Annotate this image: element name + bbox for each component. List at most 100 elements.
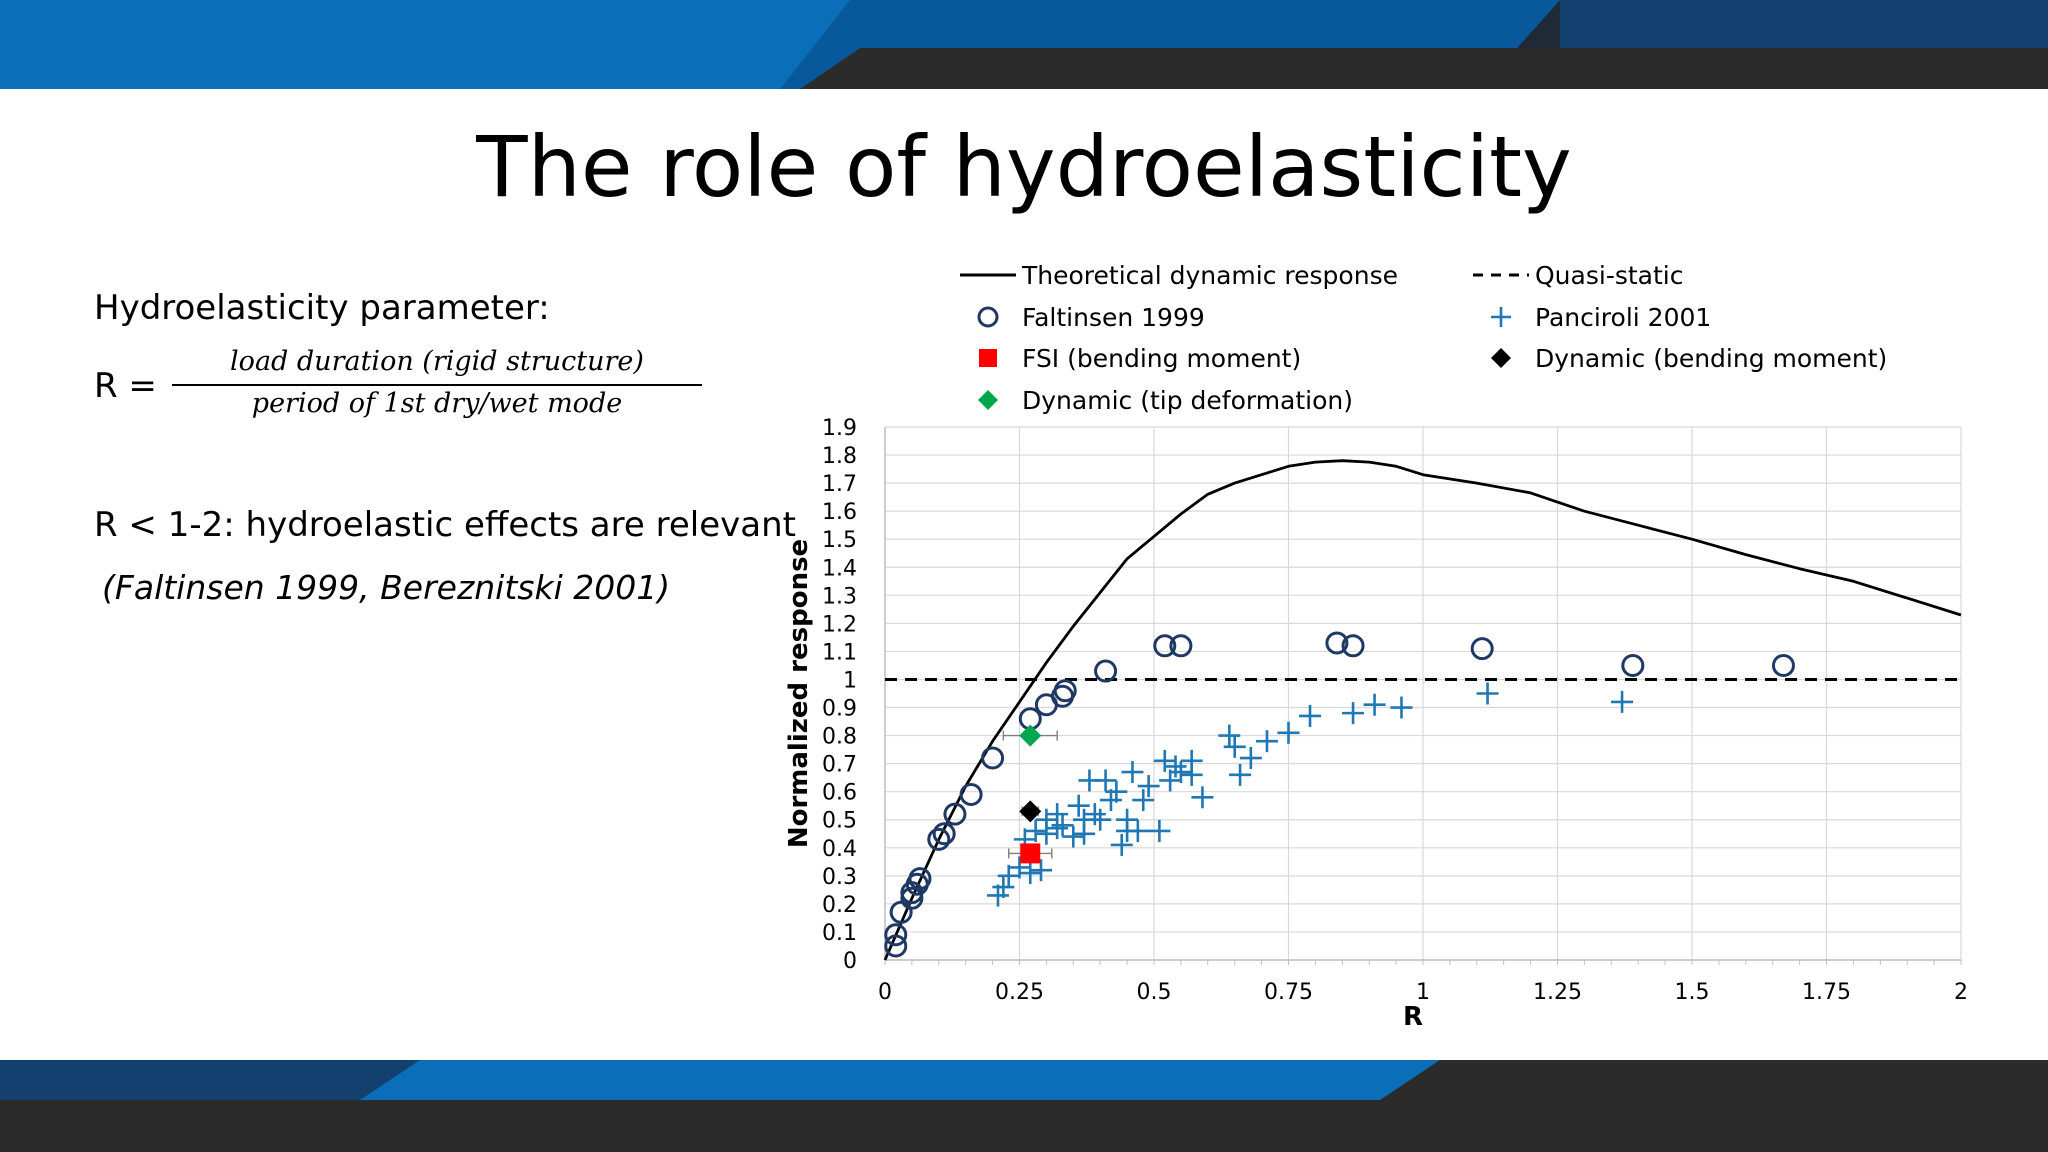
faltinsen-1999-point — [932, 822, 956, 846]
panciroli-2001-point — [1255, 730, 1278, 753]
panciroli-2001-point — [1611, 690, 1634, 713]
y-tick-label: 1.2 — [822, 612, 857, 637]
x-tick-label: 0.75 — [1264, 980, 1313, 1005]
faltinsen-1999-point — [884, 934, 908, 958]
faltinsen-1999-point — [927, 827, 951, 851]
y-tick-label: 0.1 — [822, 921, 857, 946]
legend-item-dynamic-bending-moment: Dynamic (bending moment) — [1491, 344, 1887, 373]
legend-label: Theoretical dynamic response — [1021, 261, 1398, 290]
faltinsen-1999-point — [943, 802, 967, 826]
faltinsen-1999-point — [1325, 631, 1349, 655]
panciroli-2001-point — [1223, 735, 1246, 758]
legend-label: Dynamic (bending moment) — [1535, 344, 1887, 373]
x-tick-label: 0.5 — [1137, 980, 1172, 1005]
legend-item-dynamic-tip-deformation: Dynamic (tip deformation) — [978, 386, 1353, 415]
faltinsen-1999-point — [1094, 659, 1118, 683]
faltinsen-1999-point — [884, 923, 908, 947]
panciroli-2001-point — [1019, 862, 1042, 885]
panciroli-2001-point — [1089, 808, 1112, 831]
theoretical-dynamic-response-line — [883, 459, 1962, 961]
y-tick-label: 0.8 — [822, 725, 857, 750]
panciroli-2001-point — [1051, 814, 1074, 837]
legend-label: Faltinsen 1999 — [1022, 303, 1205, 332]
y-tick-label: 0.6 — [822, 781, 857, 806]
panciroli-2001-point — [1229, 763, 1252, 786]
faltinsen-1999-point — [1621, 653, 1645, 677]
panciroli-2001-point — [1342, 702, 1365, 725]
panciroli-2001-point — [1239, 747, 1262, 770]
legend-item-panciroli-2001: Panciroli 2001 — [1491, 303, 1711, 332]
y-tick-label: 1.6 — [822, 500, 857, 525]
faltinsen-1999-point — [1771, 653, 1795, 677]
legend-label: FSI (bending moment) — [1022, 344, 1301, 373]
faltinsen-1999-point — [1341, 634, 1365, 658]
x-tick-label: 1.75 — [1802, 980, 1851, 1005]
panciroli-2001-point — [1030, 859, 1053, 882]
panciroli-2001-point — [1046, 803, 1069, 826]
y-tick-label: 1.7 — [822, 472, 857, 497]
panciroli-2001-point — [1148, 819, 1171, 842]
y-tick-label: 0.9 — [822, 697, 857, 722]
panciroli-2001-point — [1390, 696, 1413, 719]
y-tick-label: 1.5 — [822, 528, 857, 553]
x-tick-label: 0.25 — [995, 980, 1044, 1005]
y-tick-label: 0.5 — [822, 809, 857, 834]
legend-item-theoretical-dynamic-response: Theoretical dynamic response — [960, 261, 1398, 290]
fsi-bending-moment-point — [1020, 843, 1041, 864]
fsi-bending-moment-series — [1008, 843, 1053, 864]
dynamic-bending-moment-point — [1019, 800, 1042, 823]
parameter-label: Hydroelasticity parameter: — [94, 288, 550, 328]
fraction-bar — [172, 384, 702, 386]
panciroli-2001-point — [1277, 721, 1300, 744]
panciroli-2001-point — [1105, 780, 1128, 803]
bottom-banner — [0, 1060, 2048, 1152]
panciroli-2001-point — [1137, 775, 1160, 798]
y-tick-label: 0.7 — [822, 753, 857, 778]
legend-swatch — [978, 390, 998, 410]
faltinsen-1999-point — [959, 782, 983, 806]
panciroli-2001-point — [1132, 789, 1155, 812]
x-axis-title: R — [1403, 1002, 1423, 1032]
series — [883, 459, 1962, 961]
faltinsen-1999-point — [1153, 634, 1177, 658]
panciroli-2001-point — [1126, 819, 1149, 842]
y-tick-label: 0.4 — [822, 837, 857, 862]
legend-swatch — [979, 349, 997, 367]
y-tick-label: 1.4 — [822, 556, 857, 581]
faltinsen-1999-point — [1053, 679, 1077, 703]
y-tick-label: 1.1 — [822, 640, 857, 665]
panciroli-2001-point — [1008, 856, 1031, 879]
y-tick-label: 0.3 — [822, 865, 857, 890]
panciroli-2001-point — [992, 876, 1015, 899]
faltinsen-1999-point — [1470, 637, 1494, 661]
panciroli-2001-series — [986, 682, 1634, 907]
relevance-statement: R < 1-2: hydroelastic effects are releva… — [94, 505, 796, 545]
x-tick-label: 2 — [1954, 980, 1968, 1005]
citation: (Faltinsen 1999, Bereznitski 2001) — [102, 568, 671, 607]
y-tick-label: 0.2 — [822, 893, 857, 918]
y-tick-label: 1.3 — [822, 584, 857, 609]
y-tick-label: 1 — [843, 668, 857, 693]
y-tick-label: 0 — [843, 949, 857, 974]
panciroli-2001-point — [1169, 761, 1192, 784]
panciroli-2001-point — [1363, 693, 1386, 716]
panciroli-2001-point — [1153, 749, 1176, 772]
legend: Theoretical dynamic response Quasi-static… — [960, 261, 1887, 415]
panciroli-2001-point — [1024, 819, 1047, 842]
dynamic-tip-deformation-point — [1019, 724, 1042, 747]
panciroli-2001-point — [1035, 822, 1058, 845]
formula-denominator: period of 1st dry/wet mode — [251, 388, 623, 419]
panciroli-2001-point — [1116, 808, 1139, 831]
x-tick-label: 1 — [1416, 980, 1430, 1005]
dynamic-bending-moment-series — [1019, 800, 1042, 823]
hydroelasticity-formula: R = load duration (rigid structure) peri… — [94, 346, 702, 426]
panciroli-2001-point — [1191, 786, 1214, 809]
legend-item-fsi-bending-moment: FSI (bending moment) — [979, 344, 1301, 373]
panciroli-2001-point — [1180, 749, 1203, 772]
legend-item-quasi-static: Quasi-static — [1473, 261, 1683, 290]
panciroli-2001-point — [1121, 761, 1144, 784]
y-tick-label: 1.8 — [822, 444, 857, 469]
panciroli-2001-point — [1083, 803, 1106, 826]
panciroli-2001-point — [1164, 755, 1187, 778]
